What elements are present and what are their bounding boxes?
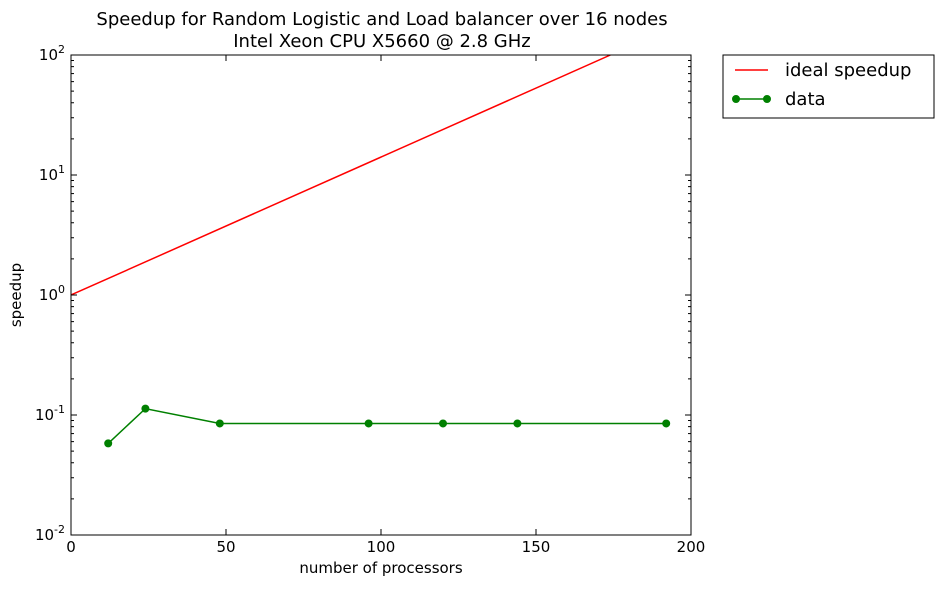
chart-title: Speedup for Random Logistic and Load bal… [96, 9, 667, 30]
plot-content [71, 55, 671, 448]
y-axis: 10-2 10-1 100 101 102 [35, 43, 691, 544]
series-line-1 [107, 407, 667, 444]
legend: ideal speedup data [722, 54, 935, 119]
x-tick-label: 50 [216, 538, 235, 556]
plot-frame [70, 54, 692, 536]
y-tick-label: 10-1 [35, 403, 65, 424]
x-tick-label: 0 [66, 538, 76, 556]
x-tick-label: 150 [522, 538, 551, 556]
data-point [364, 419, 373, 428]
legend-marker [763, 95, 771, 103]
y-axis-label: speedup [7, 263, 25, 327]
y-tick-label: 100 [39, 283, 65, 304]
x-tick-label: 200 [677, 538, 706, 556]
x-axis-label: number of processors [299, 559, 463, 577]
legend-box [722, 54, 935, 119]
y-tick-label: 10-2 [35, 523, 65, 544]
legend-label-0: ideal speedup [785, 60, 911, 81]
legend-label-1: data [785, 89, 826, 110]
chart-subtitle: Intel Xeon CPU X5660 @ 2.8 GHz [233, 31, 531, 52]
data-point [513, 419, 522, 428]
data-point [104, 439, 113, 448]
y-tick-label: 101 [39, 163, 65, 184]
data-point [662, 419, 671, 428]
data-point [141, 404, 150, 413]
y-tick-label: 102 [39, 43, 65, 64]
legend-marker [732, 95, 740, 103]
data-point [215, 419, 224, 428]
data-point [439, 419, 447, 428]
x-axis: 0 50 100 150 200 [66, 55, 705, 556]
series-line-0 [71, 55, 611, 296]
x-tick-label: 100 [367, 538, 396, 556]
